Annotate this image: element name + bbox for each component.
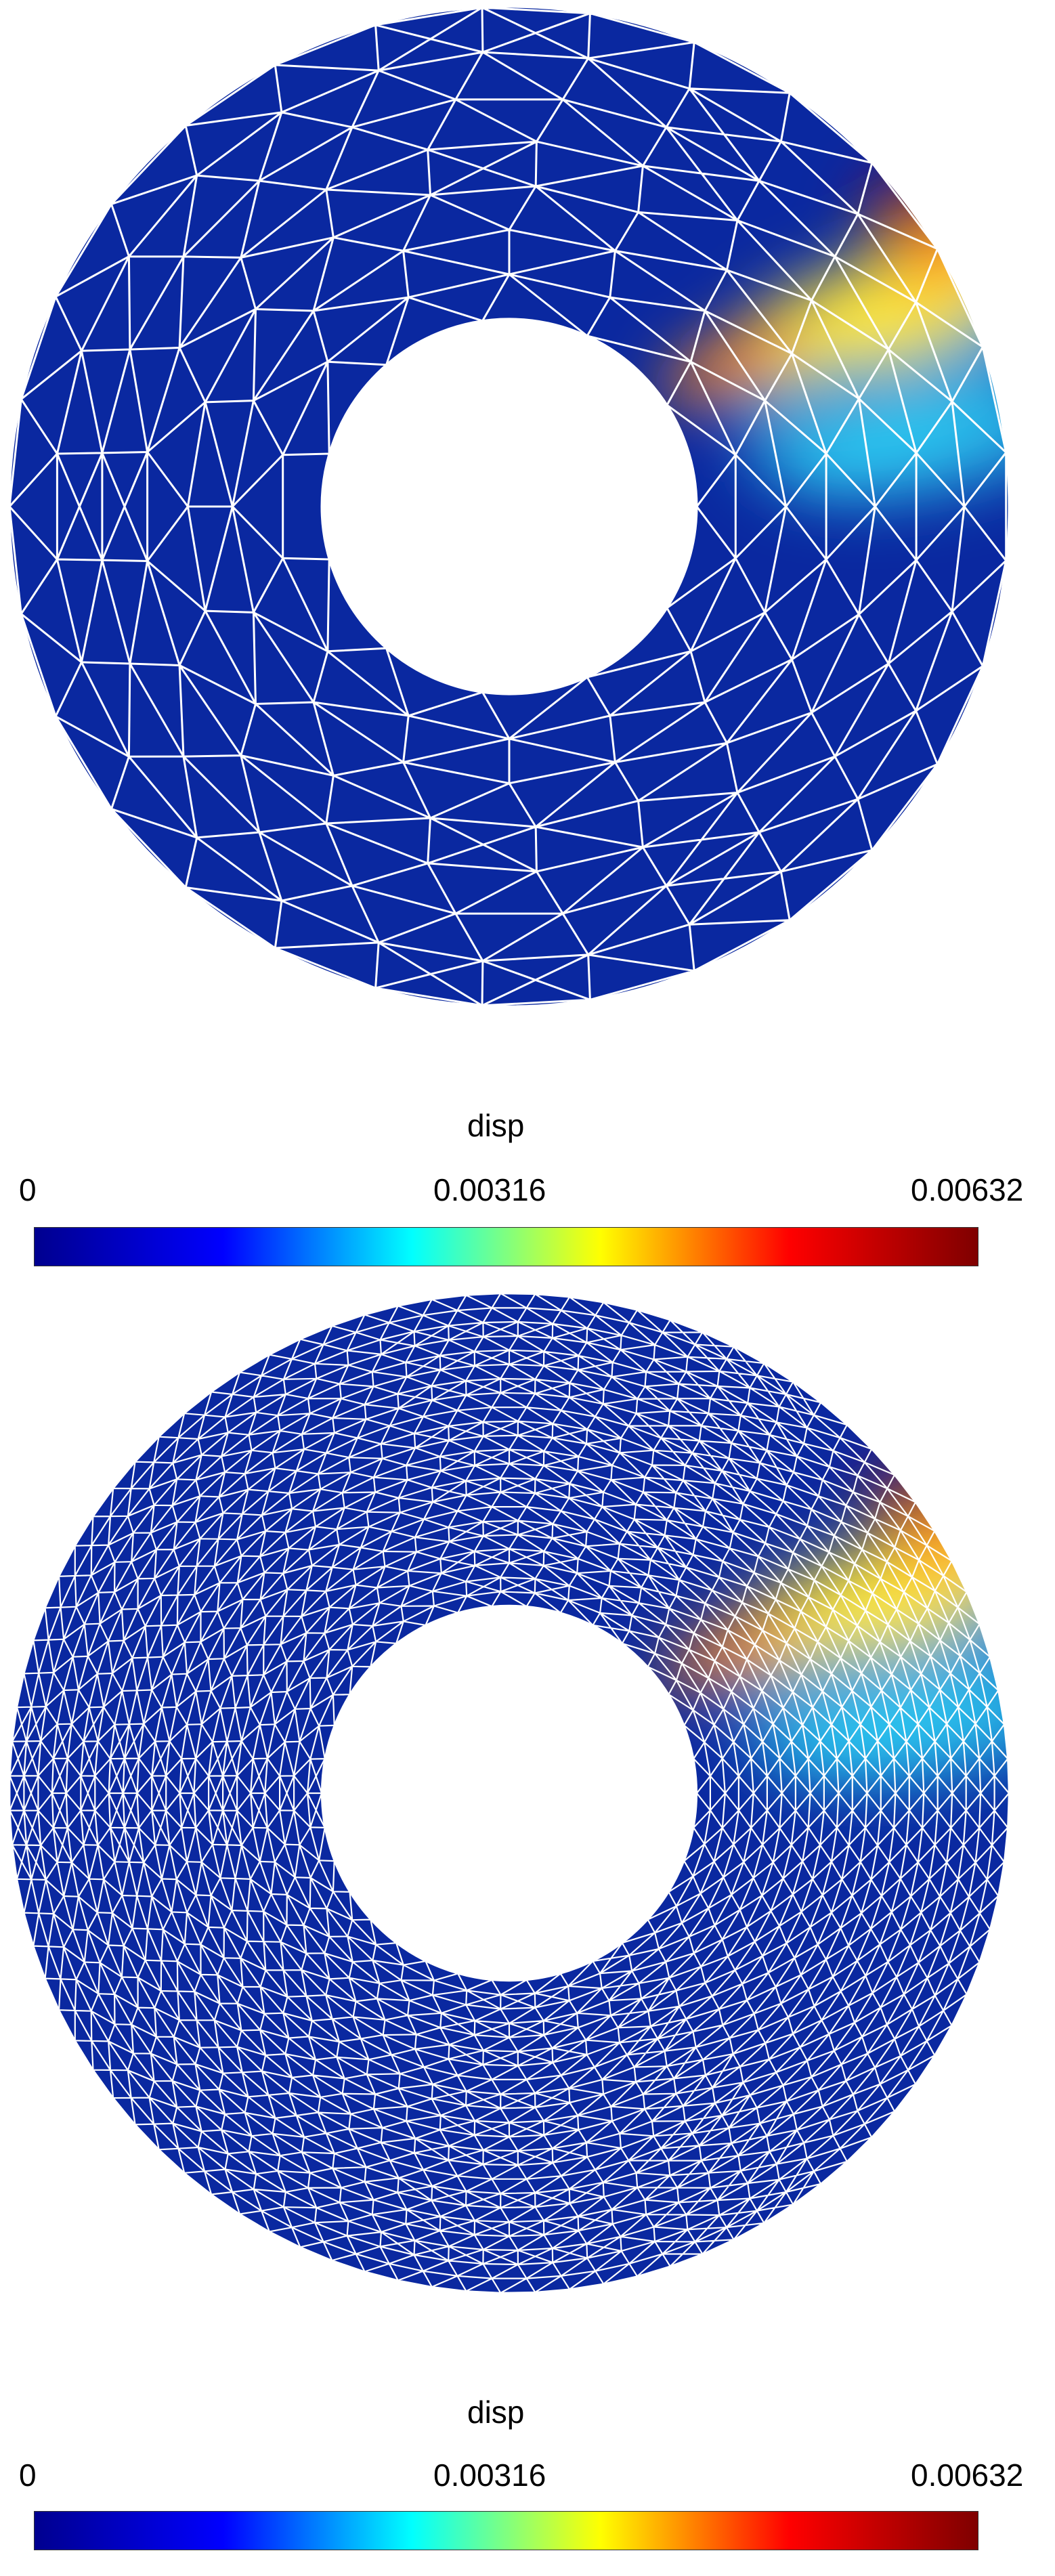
colorbar-title: disp — [467, 1108, 525, 1143]
coarse-annulus-mesh — [8, 5, 1010, 1008]
coarse-mesh-panel: disp 0 0.00316 0.00632 — [0, 0, 1055, 1287]
colorbar-max-label: 0.00632 — [911, 2457, 1024, 2493]
fine-annulus-mesh — [8, 1292, 1010, 2294]
colorbar-min-label: 0 — [19, 2457, 37, 2493]
annulus-boundary — [8, 5, 1010, 1008]
colorbar-mid-label: 0.00316 — [433, 1172, 546, 1207]
annulus-boundary — [8, 1292, 1010, 2294]
fine-mesh-panel: disp 0 0.00316 0.00632 — [0, 1287, 1055, 2576]
colorbar-mid-label: 0.00316 — [433, 2457, 546, 2493]
colorbar — [34, 2511, 978, 2550]
colorbar-min-label: 0 — [19, 1172, 37, 1207]
colorbar-title: disp — [467, 2395, 525, 2430]
colorbar — [34, 1227, 978, 1266]
colorbar-max-label: 0.00632 — [911, 1172, 1024, 1207]
